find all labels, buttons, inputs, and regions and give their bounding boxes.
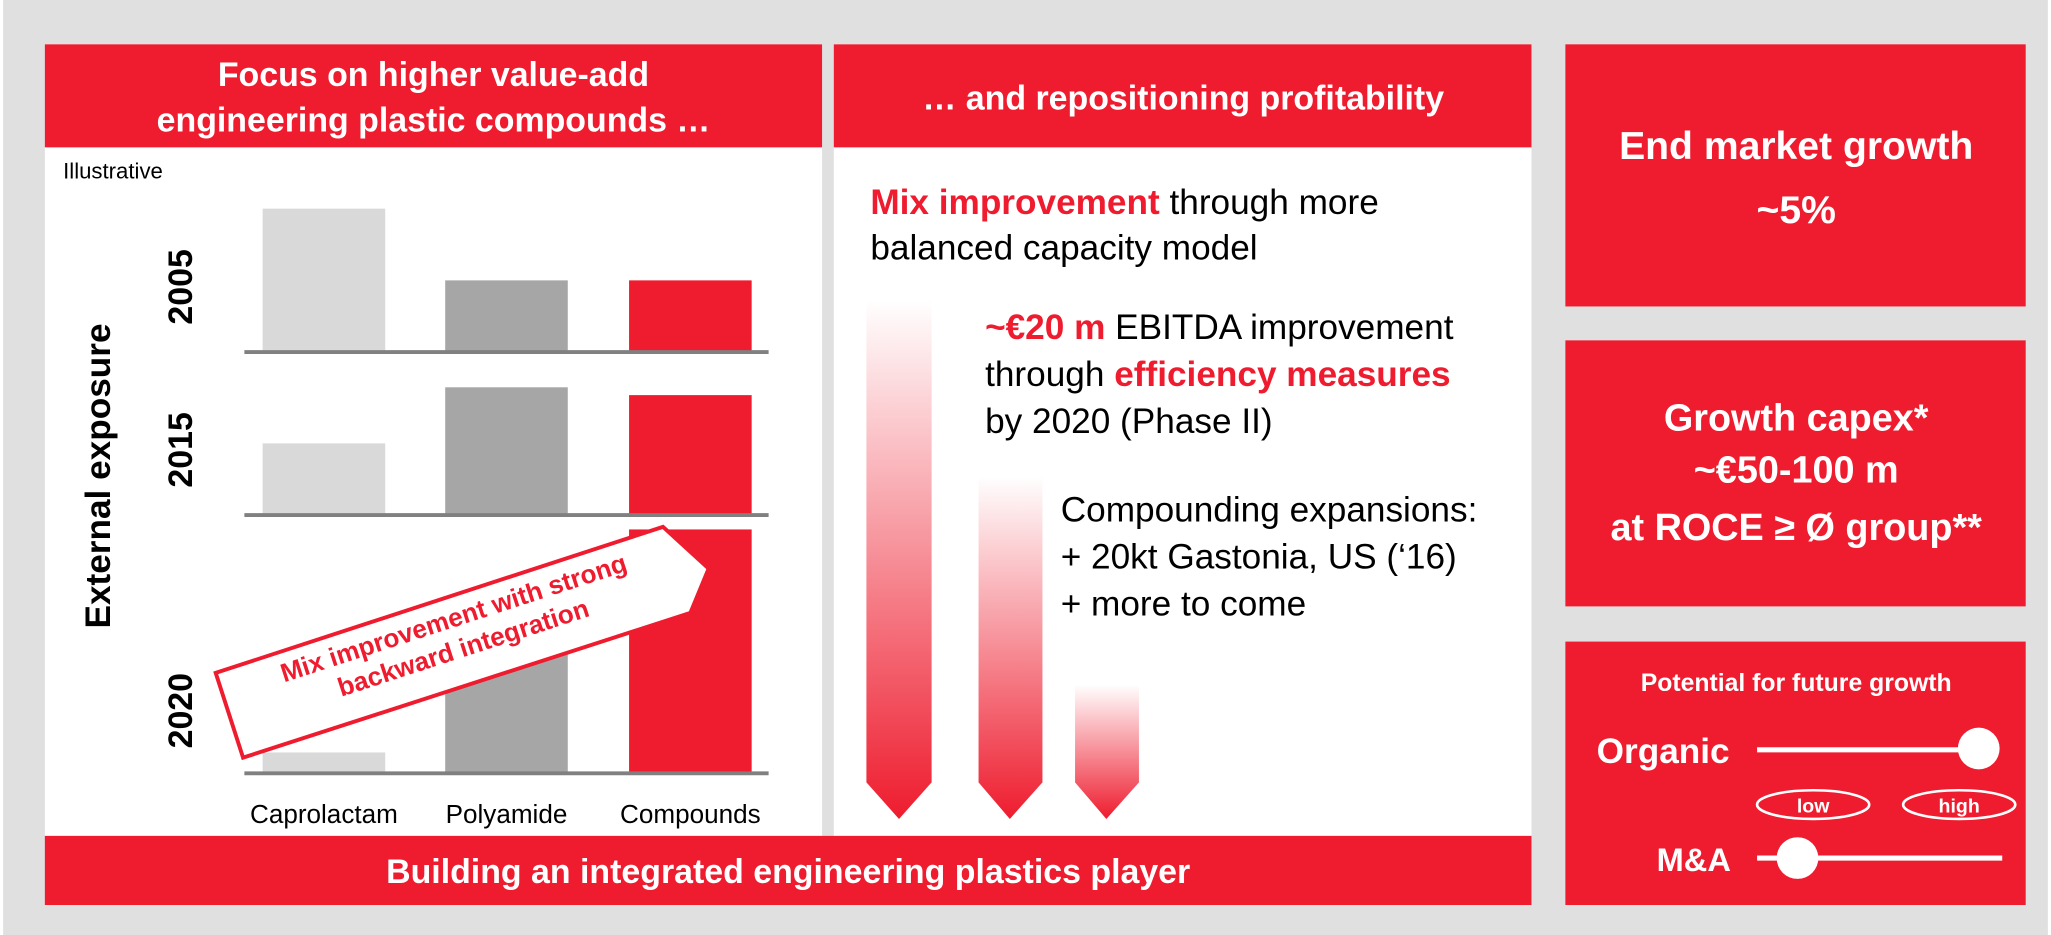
bar [262, 752, 386, 774]
scale-label: high [1939, 795, 1980, 817]
scale-tag [1901, 788, 2017, 821]
bar [445, 280, 568, 353]
slider-knob [1776, 837, 1819, 879]
arrow [866, 299, 932, 819]
paragraph-line: through efficiency measures [985, 355, 1451, 394]
potential-title: Potential for future growth [1641, 670, 1952, 697]
paragraph-line: Mix improvement through more [870, 183, 1378, 222]
banner-shape [213, 524, 711, 761]
paragraph-line: + more to come [1061, 585, 1306, 624]
paragraph-line: ~€20 m EBITDA improvement [985, 308, 1454, 347]
bar [445, 387, 568, 516]
left-title: Focus on higher value-add [218, 56, 649, 94]
capex-box [1565, 340, 2026, 607]
market-box [1565, 44, 2026, 307]
series-label: 2005 [162, 249, 200, 324]
bar [262, 208, 386, 353]
paragraph-line: balanced capacity model [870, 229, 1257, 268]
bar [629, 280, 752, 353]
scale-tag [1755, 788, 1871, 821]
series-label: 2015 [162, 412, 200, 487]
bar [262, 443, 386, 516]
paragraph-line: Compounding expansions: [1061, 491, 1478, 530]
slider-label: M&A [1657, 841, 1731, 878]
series-label: 2020 [162, 673, 200, 748]
arrow [978, 475, 1043, 819]
middle-title: … and repositioning profitability [923, 80, 1445, 118]
note: Illustrative [63, 159, 163, 184]
market-text: ~5% [1757, 189, 1836, 232]
capex-text: Growth capex* [1664, 397, 1929, 439]
y-axis-label: External exposure [79, 323, 118, 628]
left-title: engineering plastic compounds … [157, 102, 711, 140]
capex-text: ~€50-100 m [1694, 449, 1899, 491]
x-tick-label: Caprolactam [250, 799, 398, 829]
x-tick-label: Compounds [620, 799, 761, 829]
footer-text: Building an integrated engineering plast… [386, 853, 1190, 891]
bar [629, 395, 752, 516]
middle-header [833, 44, 1532, 148]
paragraph-line: + 20kt Gastonia, US (‘16) [1061, 538, 1457, 577]
scale-label: low [1797, 795, 1830, 817]
left-header [44, 44, 823, 148]
slider-label: Organic [1597, 732, 1730, 771]
arrow [1075, 684, 1139, 819]
x-tick-label: Polyamide [446, 799, 568, 829]
paragraph-line: by 2020 (Phase II) [985, 402, 1273, 441]
slider-knob [1957, 727, 2000, 770]
footer [44, 835, 1532, 906]
market-text: End market growth [1619, 125, 1973, 168]
middle-panel [833, 44, 1532, 836]
capex-text: at ROCE ≥ Ø group** [1610, 507, 1982, 549]
